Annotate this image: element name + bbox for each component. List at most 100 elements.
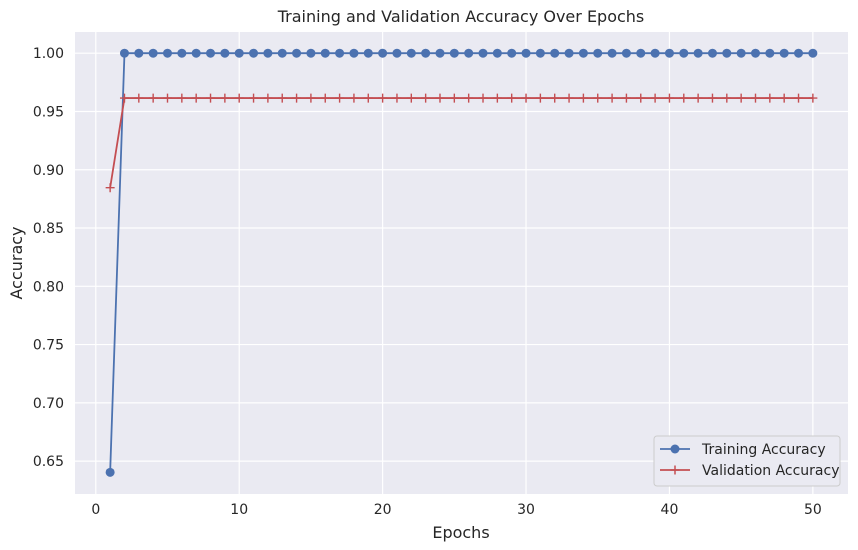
data-point	[406, 93, 416, 103]
chart-title: Training and Validation Accuracy Over Ep…	[277, 7, 645, 26]
y-tick-label: 0.95	[33, 104, 64, 120]
data-point	[707, 93, 717, 103]
data-point	[478, 93, 488, 103]
legend-training-marker	[670, 444, 680, 454]
data-point	[220, 48, 230, 58]
data-point	[234, 93, 244, 103]
data-point	[750, 93, 760, 103]
data-point	[392, 93, 402, 103]
x-tick-label: 10	[230, 502, 248, 518]
data-point	[320, 93, 330, 103]
x-tick-label: 20	[374, 502, 392, 518]
plot-area	[75, 32, 848, 494]
data-point	[206, 93, 216, 103]
data-point	[664, 93, 674, 103]
data-point	[105, 183, 115, 193]
data-point	[220, 93, 230, 103]
data-point	[736, 93, 746, 103]
x-tick-labels: 0 10 20 30 40 50	[91, 502, 821, 518]
data-point	[249, 93, 259, 103]
legend-box	[653, 435, 841, 487]
data-point	[177, 48, 187, 58]
data-point	[335, 48, 345, 58]
data-point	[263, 48, 273, 58]
data-point	[163, 93, 173, 103]
data-point	[679, 93, 689, 103]
data-point	[664, 48, 674, 58]
y-tick-labels: 0.65 0.70 0.75 0.80 0.85 0.90 0.95 1.00	[33, 46, 64, 470]
data-point	[406, 48, 416, 58]
y-tick-label: 0.75	[33, 338, 64, 354]
data-point	[392, 48, 402, 58]
data-point	[435, 48, 445, 58]
data-point	[421, 48, 431, 58]
data-point	[550, 93, 560, 103]
data-point	[378, 93, 388, 103]
data-point	[593, 93, 603, 103]
data-point	[191, 93, 201, 103]
data-point	[249, 48, 259, 58]
data-point	[779, 93, 789, 103]
data-point	[464, 93, 474, 103]
data-point	[607, 48, 617, 58]
legend-validation-label: Validation Accuracy	[702, 463, 840, 479]
data-point	[191, 48, 201, 58]
data-point	[808, 48, 818, 58]
data-point	[335, 93, 345, 103]
data-point	[765, 48, 775, 58]
data-point	[507, 48, 517, 58]
legend-validation-marker	[670, 465, 680, 475]
data-point	[636, 48, 646, 58]
y-tick-label: 1.00	[33, 46, 64, 62]
series-layer	[105, 48, 818, 477]
data-point	[492, 48, 502, 58]
data-point	[550, 48, 560, 58]
data-point	[765, 93, 775, 103]
data-point	[306, 48, 316, 58]
data-point	[492, 93, 502, 103]
data-point	[593, 48, 603, 58]
data-point	[148, 48, 158, 58]
data-point	[507, 93, 517, 103]
data-point	[306, 93, 316, 103]
data-point	[134, 48, 144, 58]
data-point	[636, 93, 646, 103]
data-point	[808, 93, 818, 103]
y-axis-label: Accuracy	[7, 226, 26, 299]
x-tick-label: 30	[517, 502, 535, 518]
x-tick-label: 50	[804, 502, 822, 518]
y-tick-label: 0.85	[33, 221, 64, 237]
data-point	[693, 93, 703, 103]
data-point	[435, 93, 445, 103]
y-tick-label: 0.70	[33, 396, 64, 412]
data-point	[650, 48, 660, 58]
data-point	[349, 48, 359, 58]
data-point	[478, 48, 488, 58]
data-point	[134, 93, 144, 103]
data-point	[736, 48, 746, 58]
data-point	[722, 93, 732, 103]
data-point	[794, 48, 804, 58]
data-point	[779, 48, 789, 58]
data-point	[105, 467, 115, 477]
series-validation	[105, 93, 818, 193]
legend: Training Accuracy Validation Accuracy	[653, 435, 841, 487]
data-point	[292, 48, 302, 58]
y-tick-label: 0.65	[33, 454, 64, 470]
data-point	[363, 48, 373, 58]
data-point	[564, 48, 574, 58]
data-point	[650, 93, 660, 103]
data-point	[464, 48, 474, 58]
data-point	[378, 48, 388, 58]
legend-training-label: Training Accuracy	[701, 442, 826, 458]
series-training	[105, 48, 818, 477]
data-point	[449, 93, 459, 103]
data-point	[693, 48, 703, 58]
data-point	[277, 48, 287, 58]
data-point	[750, 48, 760, 58]
data-point	[163, 48, 173, 58]
data-point	[621, 48, 631, 58]
data-point	[449, 48, 459, 58]
data-point	[564, 93, 574, 103]
